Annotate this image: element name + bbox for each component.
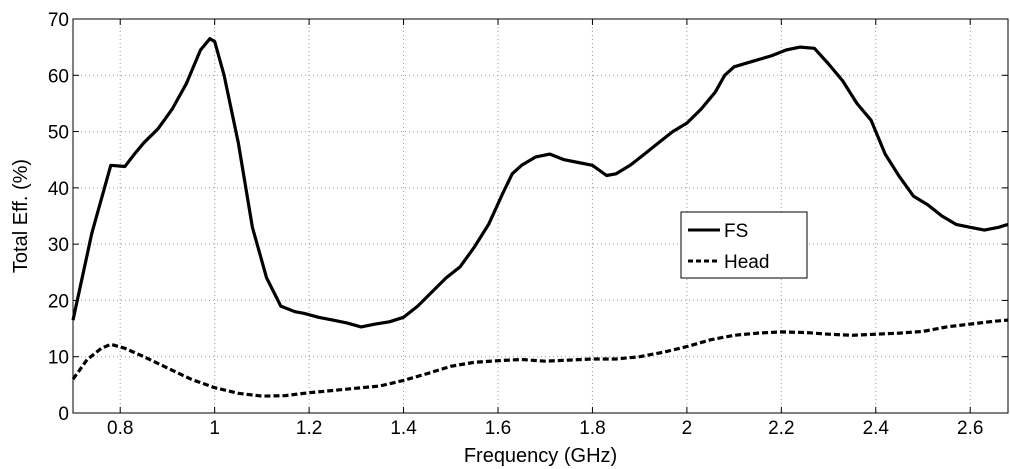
legend-label-fs: FS [724,221,748,242]
plot-frame [72,18,1009,414]
legend-box [680,211,808,279]
x-tick-label: 2.6 [957,418,983,439]
y-tick-label: 0 [58,404,69,425]
x-tick-label: 0.8 [107,418,133,439]
x-tick-label: 1 [209,418,220,439]
legend: FS Head [680,211,808,279]
series-line-head [71,318,1009,398]
x-tick-label: 1.6 [485,418,511,439]
y-axis-title: Total Eff. (%) [10,159,32,273]
series-line-fs [71,37,1009,329]
x-tick-label: 1.4 [390,418,417,439]
series-layer [71,37,1009,398]
grid [73,19,1008,413]
y-tick-label: 40 [48,179,69,200]
x-tick-label: 1.8 [579,418,605,439]
x-tick-label: 2 [682,418,693,439]
legend-label-head: Head [724,252,769,273]
x-axis-title: Frequency (GHz) [464,445,617,467]
y-tick-label: 30 [48,235,69,256]
x-tick-label: 2.2 [768,418,794,439]
x-tick-label: 1.2 [296,418,322,439]
tick-labels: 0.8 1 1.2 1.4 1.6 1.8 2 2.2 2.4 2.6 0 10 20 30 40 50 60 7… [48,10,984,439]
y-tick-label: 70 [48,10,69,31]
ticks [73,18,1008,414]
y-tick-label: 10 [48,348,69,369]
y-tick-label: 50 [48,123,69,144]
y-tick-label: 60 [48,66,69,87]
y-tick-label: 20 [48,291,69,312]
x-tick-label: 2.4 [863,418,890,439]
